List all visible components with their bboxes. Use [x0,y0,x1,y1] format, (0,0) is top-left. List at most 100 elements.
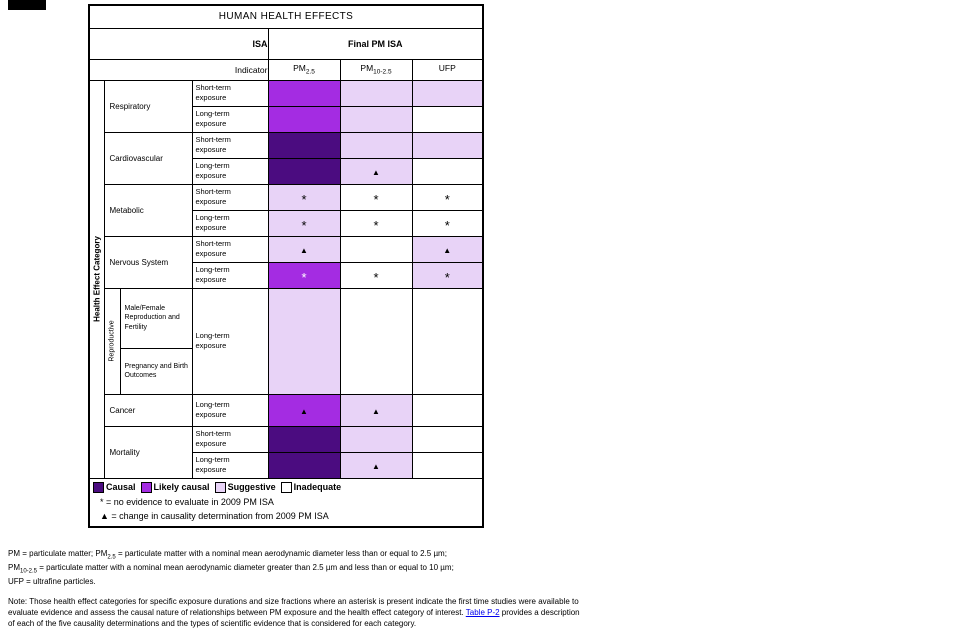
category-label: Cancer [103,393,193,427]
category-subrow-label: Male/Female Reproduction and Fertility [119,287,193,349]
determination-cell-inadequate: * [339,261,413,289]
abbreviation-line: PM10-2.5 = particulate matter with a nom… [8,562,583,576]
table-row: Mortality Short-term exposure [89,425,484,479]
determination-cell-suggestive [339,425,413,453]
determination-cell-likely [267,105,341,133]
category-label: Respiratory [103,79,193,133]
legend-label: Likely causal [153,482,210,492]
triangle-symbol: ▲ [372,407,380,416]
table-row: Health Effect Category Respiratory Short-t… [88,79,484,479]
legend-swatch-causal [93,481,104,493]
asterisk-symbol: * [444,270,450,285]
isa-header-row: ISA Final PM ISA [88,27,484,60]
table-row: Metabolic Short-term exposure * * * [89,183,484,237]
determination-cell-suggestive: * [267,209,341,237]
determination-cell-inadequate [411,105,484,133]
column-header-base: UFP [438,63,456,74]
category-label: Nervous System [103,235,193,289]
determination-cell-suggestive: ▲ [411,235,484,263]
footnote-text: = particulate matter with a nominal mean… [115,549,447,558]
table-title-row: HUMAN HEALTH EFFECTS [88,4,484,29]
table-p2-link[interactable]: Table P-2 [465,607,500,617]
footnote-text: PM = particulate matter; PM [8,549,108,558]
determination-cell-inadequate [411,157,484,185]
health-effect-category-axis-text: Health Effect Category [92,236,102,322]
exposure-cell: Long-term exposure [191,393,269,427]
asterisk-symbol: * [301,270,307,285]
table-row: Long-term exposure * * * [89,209,484,237]
abbreviation-line: PM = particulate matter; PM2.5 = particu… [8,548,583,562]
table-row: Long-term exposure ▲ [89,157,484,185]
determination-cell-inadequate: * [339,183,413,211]
legend-item-likely: Likely causal [140,481,210,493]
exposure-cell: Long-term exposure [191,451,269,479]
abbreviation-line: UFP = ultrafine particles. [8,576,583,587]
legend-item-causal: Causal [93,481,136,493]
asterisk-symbol: * [373,270,379,285]
asterisk-symbol: * [444,218,450,233]
determination-cell-suggestive [411,131,484,159]
column-header-ufp: UFP [411,58,484,81]
table-row: Long-term exposure ▲ [89,451,484,479]
determination-cell-causal [267,451,341,479]
exposure-cell: Short-term exposure [191,183,269,211]
legend-label: Suggestive [227,482,276,492]
exposure-cell: Short-term exposure [191,235,269,263]
legend-row-container: Causal Likely causal Suggestive Inadequate … [88,477,484,527]
column-header-base: PM [293,63,306,74]
exposure-cell: Long-term exposure [191,105,269,133]
table-row: Pregnancy and Birth Outcomes [89,347,483,395]
table-row: Nervous System Short-term exposure ▲ ▲ [89,235,484,289]
column-header-base: PM [360,63,374,74]
exposure-cell: Short-term exposure [191,79,269,107]
determination-cell-suggestive [411,79,484,107]
exposure-cell: Short-term exposure [191,425,269,453]
column-subscript: 10-2.5 [373,68,392,76]
determination-cell-inadequate [339,235,413,263]
legend-swatch-likely [140,481,152,493]
determination-cell-inadequate [411,451,484,479]
exposure-cell: Short-term exposure [191,131,269,159]
column-subscript: 2.5 [305,68,315,76]
triangle-symbol: ▲ [372,462,380,471]
triangle-symbol: ▲ [443,246,452,255]
column-header-pm25: PM2.5 [267,58,341,81]
footnote-text: = particulate matter with a nominal mean… [37,562,454,572]
determination-cell-suggestive: ▲ [339,157,413,185]
column-header-pm10-25: PM10-2.5 [339,58,413,81]
determination-cell-suggestive: ▲ [267,235,341,263]
determination-cell-inadequate [411,287,484,395]
determination-cell-causal [267,425,341,453]
legend-item-inadequate: Inadequate [280,481,341,493]
asterisk-symbol: * [301,218,307,233]
legend-item-suggestive: Suggestive [214,481,276,493]
determination-cell-likely: * [267,261,341,289]
table-row: Long-term exposure [89,105,484,133]
table-row: Cardiovascular Short-term exposure [89,131,484,185]
asterisk-note: * = no evidence to evaluate in 2009 PM I… [100,496,274,507]
determination-cell-inadequate: * [411,183,484,211]
exposure-cell: Long-term exposure [191,209,269,237]
exposure-cell: Long-term exposure [191,157,269,185]
triangle-symbol: ▲ [300,246,308,255]
footnote-text: PM [8,562,20,572]
determination-cell-inadequate [339,287,413,395]
table-note: Note: Those health effect categories for… [8,596,583,629]
legend-label: Causal [106,482,136,492]
determination-cell-suggestive: * [267,183,341,211]
determination-cell-suggestive: ▲ [339,393,413,427]
determination-cell-causal [267,157,341,185]
table-row: Long-term exposure * * * [89,261,484,289]
reproductive-axis-text: Reproductive [108,320,116,362]
category-subrow-label: Pregnancy and Birth Outcomes [119,347,193,395]
determination-cell-inadequate [411,393,484,427]
indicator-header-row: Indicator PM2.5 PM10-2.5 UFP [88,58,484,81]
determination-cell-suggestive: * [411,261,484,289]
legend-swatch-suggestive [214,481,226,493]
asterisk-symbol: * [373,192,379,207]
table-title: HUMAN HEALTH EFFECTS [88,4,484,29]
determination-cell-suggestive [339,105,413,133]
category-label: Cardiovascular [103,131,193,185]
determination-cell-causal [267,131,341,159]
final-pm-isa-label: Final PM ISA [267,27,484,60]
